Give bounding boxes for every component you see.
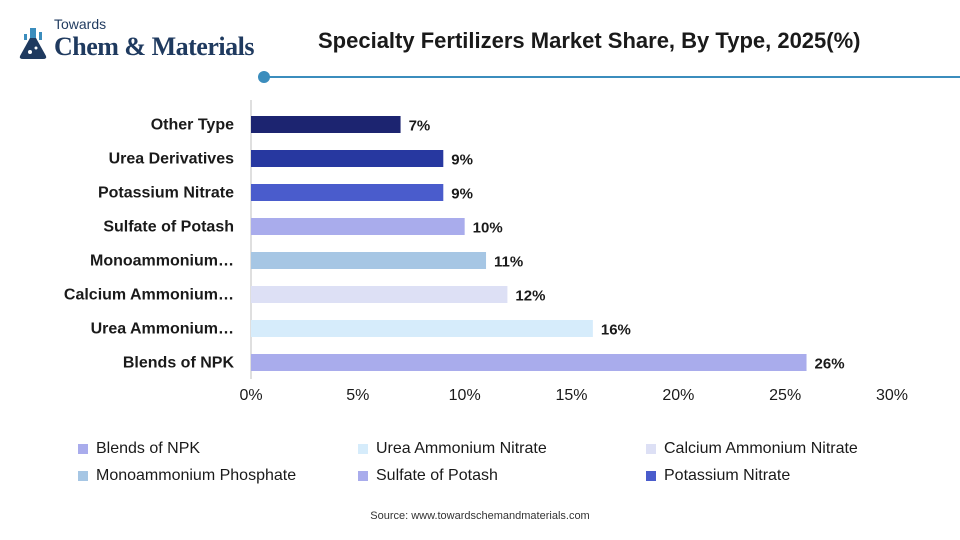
bar [251, 116, 401, 133]
legend-item: Urea Ammonium Nitrate [358, 440, 547, 458]
x-tick-label: 25% [769, 387, 801, 404]
title-divider [266, 76, 960, 78]
data-label: 7% [409, 118, 431, 135]
legend-item: Sulfate of Potash [358, 467, 498, 485]
bar-chart: Other Type 7% Urea Derivatives 9% Potassium … [64, 100, 908, 404]
category-label: Calcium Ammonium… [64, 287, 234, 304]
category-label: Sulfate of Potash [103, 219, 234, 236]
legend-swatch [358, 444, 368, 454]
category-label: Other Type [151, 117, 234, 134]
brand-name-line1: Towards [54, 16, 107, 32]
bar [251, 354, 807, 371]
legend-item: Blends of NPK [78, 440, 200, 458]
category-label: Potassium Nitrate [98, 185, 234, 202]
data-label: 26% [815, 356, 845, 373]
legend-label: Sulfate of Potash [376, 467, 498, 484]
x-tick-label: 10% [449, 387, 481, 404]
chart-title: Specialty Fertilizers Market Share, By T… [318, 28, 861, 53]
brand-logo: Towards Chem & Materials [14, 10, 254, 66]
category-label: Blends of NPK [123, 355, 235, 372]
category-label: Urea Derivatives [109, 151, 235, 168]
legend-item: Calcium Ammonium Nitrate [646, 440, 858, 458]
category-label: Monoammonium… [90, 253, 234, 270]
data-label: 9% [451, 186, 473, 203]
divider-dot [258, 71, 270, 83]
data-label: 12% [515, 288, 545, 305]
legend-swatch [358, 471, 368, 481]
legend-swatch [646, 444, 656, 454]
source-note: Source: www.towardschemandmaterials.com [370, 510, 590, 522]
bar [251, 150, 444, 167]
bar [251, 252, 487, 269]
legend-label: Urea Ammonium Nitrate [376, 440, 547, 457]
legend-swatch [78, 471, 88, 481]
x-tick-label: 30% [876, 387, 908, 404]
legend-label: Potassium Nitrate [664, 467, 791, 484]
data-label: 10% [473, 220, 503, 237]
bar [251, 286, 508, 303]
legend-label: Calcium Ammonium Nitrate [664, 440, 858, 457]
legend-label: Blends of NPK [96, 440, 201, 457]
data-label: 9% [451, 152, 473, 169]
chart-legend: Blends of NPK Urea Ammonium Nitrate Calciu… [78, 440, 938, 500]
legend-item: Potassium Nitrate [646, 467, 790, 485]
bar [251, 184, 444, 201]
x-tick-label: 20% [662, 387, 694, 404]
x-tick-label: 0% [239, 387, 262, 404]
data-label: 16% [601, 322, 631, 339]
legend-label: Monoammonium Phosphate [96, 467, 297, 484]
data-label: 11% [494, 254, 523, 271]
legend-swatch [78, 444, 88, 454]
brand-name-line2: Chem & Materials [54, 32, 254, 61]
legend-item: Monoammonium Phosphate [78, 467, 296, 485]
bar [251, 218, 465, 235]
legend-swatch [646, 471, 656, 481]
bar [251, 320, 593, 337]
x-tick-label: 5% [346, 387, 369, 404]
flask-icon [19, 28, 47, 59]
category-label: Urea Ammonium… [91, 321, 234, 338]
x-tick-label: 15% [555, 387, 587, 404]
